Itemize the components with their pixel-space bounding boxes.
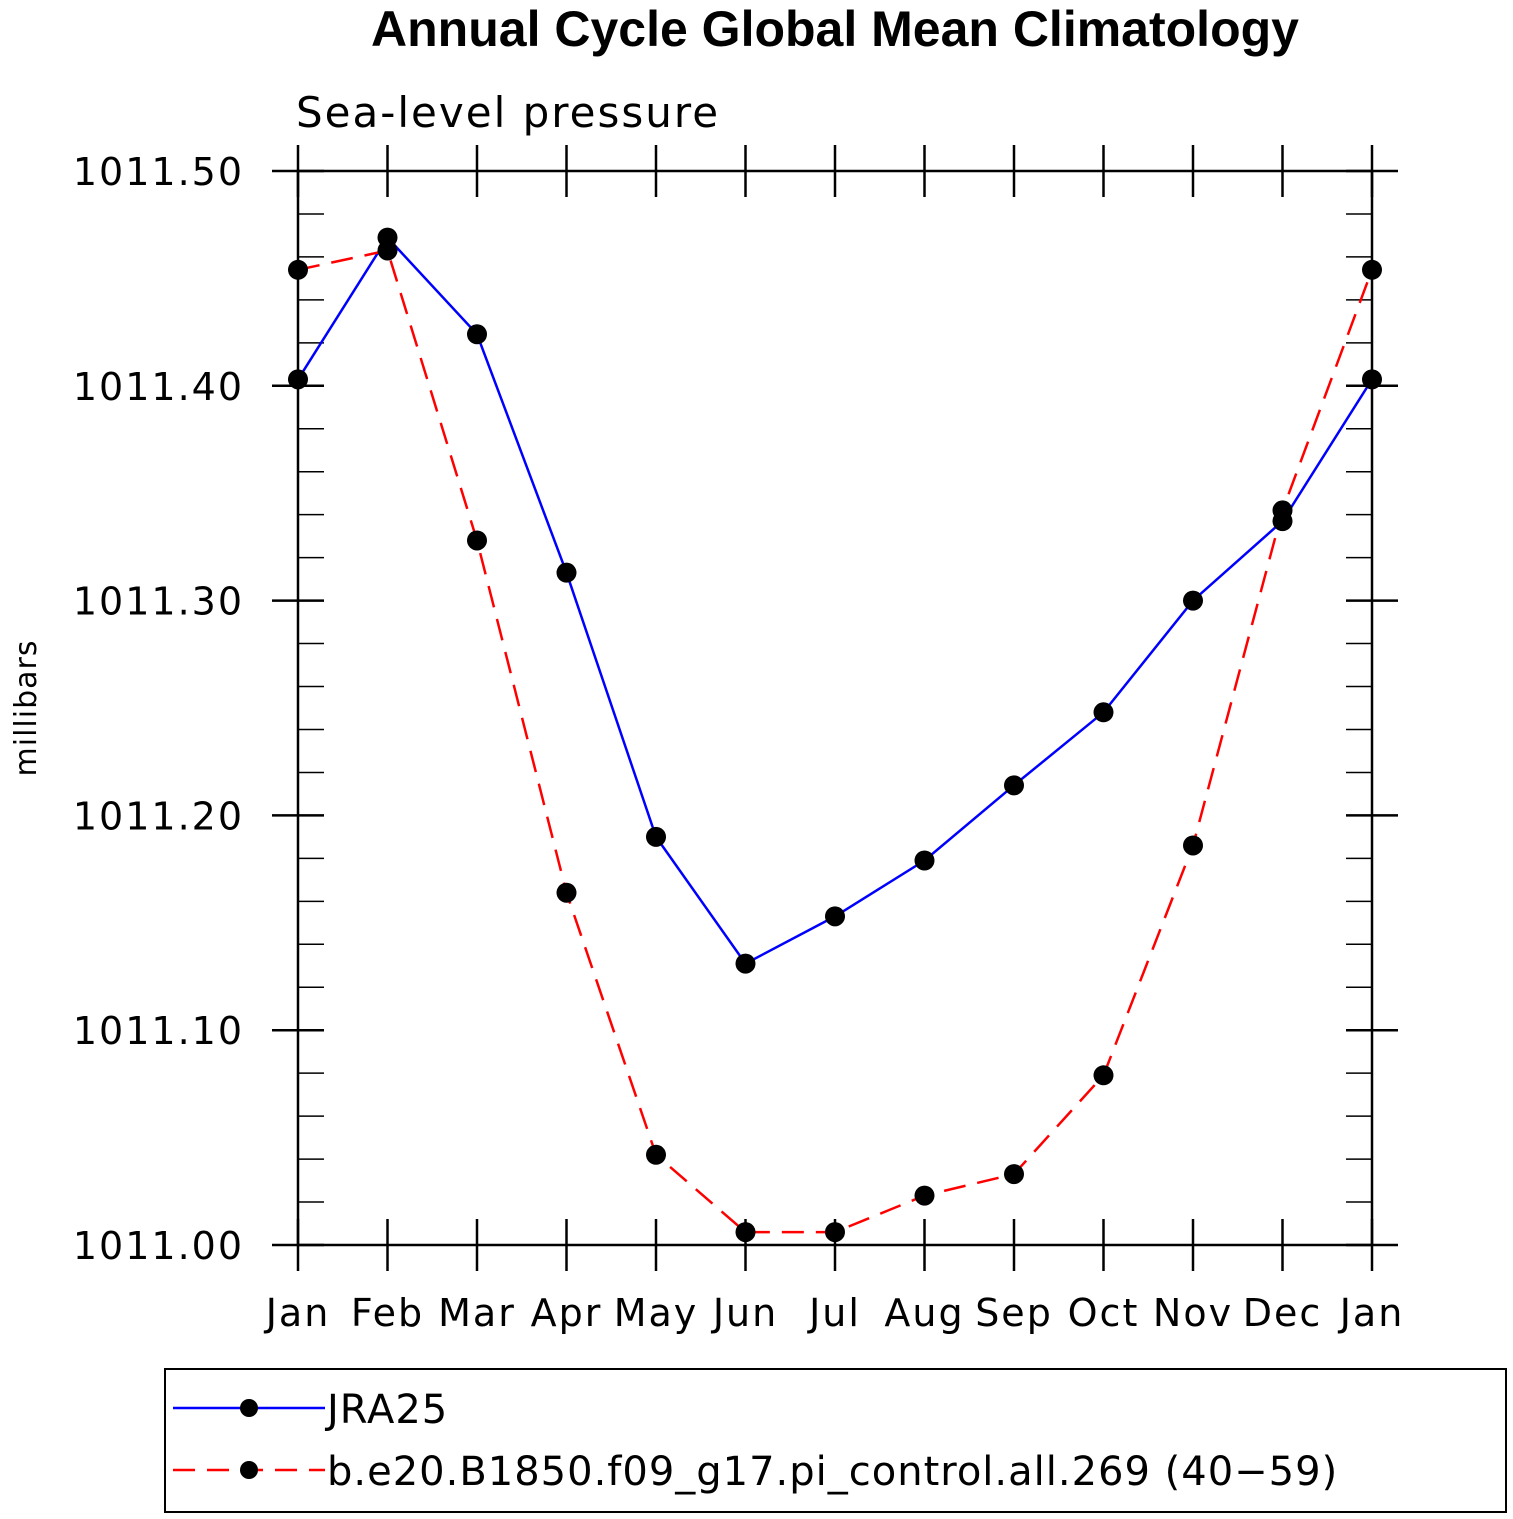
data-point-series-0 <box>1004 775 1024 796</box>
legend-box <box>164 1368 1507 1513</box>
data-point-series-0 <box>646 826 666 847</box>
chart-title: Annual Cycle Global Mean Climatology <box>371 1 1299 57</box>
x-tick-label: Dec <box>1243 1291 1323 1335</box>
data-point-series-0 <box>735 953 756 974</box>
x-tick-label: Apr <box>531 1291 603 1335</box>
series-line-1 <box>297 249 1374 1234</box>
x-tick-label: Mar <box>438 1291 516 1335</box>
series-line-0 <box>296 235 1374 966</box>
y-tick-labels: 1011.00 1011.10 1011.20 1011.30 1011.40 1011.… <box>73 150 244 1268</box>
x-tick-label: Sep <box>975 1291 1053 1335</box>
data-point-series-1 <box>735 1222 756 1243</box>
y-tick-label: 1011.20 <box>73 794 244 838</box>
y-tick-label: 1011.00 <box>73 1224 244 1268</box>
data-point-series-0 <box>467 324 487 345</box>
series-lines <box>296 235 1374 1234</box>
x-tick-label: Jan <box>264 1291 331 1335</box>
y-tick-label: 1011.40 <box>73 365 244 409</box>
legend-marker-control <box>240 1461 258 1479</box>
data-point-series-0 <box>825 906 845 927</box>
data-point-series-1 <box>467 530 487 551</box>
data-point-series-1 <box>377 240 398 261</box>
data-point-series-1 <box>556 882 577 903</box>
x-tick-label: Oct <box>1068 1291 1140 1335</box>
data-point-series-1 <box>825 1222 845 1243</box>
data-point-series-0 <box>914 850 935 871</box>
data-point-series-1 <box>646 1144 666 1165</box>
data-point-series-0 <box>1093 702 1114 723</box>
data-point-series-1 <box>1272 500 1293 521</box>
x-tick-label: Aug <box>884 1291 964 1335</box>
x-tick-labels: Jan Feb Mar Apr May Jun Jul Aug Sep Oct Nov Dec Jan <box>264 1291 1405 1335</box>
data-point-series-1 <box>914 1185 935 1206</box>
y-tick-label: 1011.50 <box>73 150 244 194</box>
data-point-series-0 <box>556 562 577 583</box>
legend-label-control: b.e20.B1850.f09_g17.pi_control.all.269 (… <box>327 1449 1338 1495</box>
legend: JRA25 b.e20.B1850.f09_g17.pi_control.all… <box>164 1368 1507 1513</box>
data-point-series-1 <box>1093 1065 1114 1086</box>
series-points <box>288 227 1382 1243</box>
x-tick-label: Jul <box>807 1291 861 1335</box>
y-axis-label: millibars <box>9 640 44 777</box>
data-point-series-1 <box>1183 835 1203 856</box>
x-tick-label: Feb <box>351 1291 424 1335</box>
x-tick-label: Nov <box>1153 1291 1233 1335</box>
legend-marker-jra25 <box>240 1399 258 1417</box>
y-tick-label: 1011.30 <box>73 580 244 624</box>
x-tick-label: May <box>614 1291 699 1335</box>
x-tick-label: Jan <box>1338 1291 1405 1335</box>
plot-frame <box>296 169 1374 1247</box>
x-tick-label: Jun <box>711 1291 778 1335</box>
data-point-series-0 <box>1183 590 1203 611</box>
y-tick-label: 1011.10 <box>73 1009 244 1053</box>
legend-label-jra25: JRA25 <box>324 1387 448 1433</box>
data-point-series-1 <box>1004 1164 1024 1185</box>
chart-subtitle: Sea-level pressure <box>296 88 720 137</box>
